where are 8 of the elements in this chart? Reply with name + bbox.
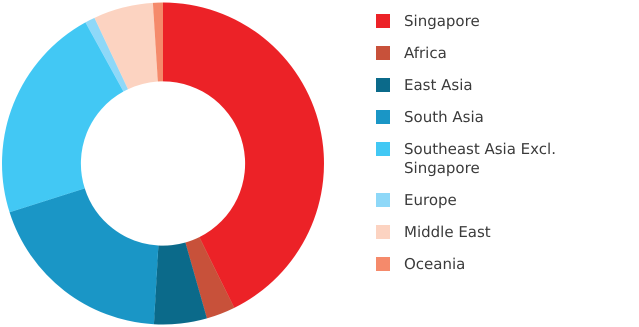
legend-label: Middle East <box>404 223 492 242</box>
legend-label: Southeast Asia Excl. Singapore <box>404 140 557 178</box>
legend-label: East Asia <box>404 76 474 95</box>
legend-label: Africa <box>404 44 448 63</box>
legend-label: Oceania <box>404 255 466 274</box>
legend-label: South Asia <box>404 108 485 127</box>
legend-label: Singapore <box>404 12 481 31</box>
legend-label: Europe <box>404 191 458 210</box>
